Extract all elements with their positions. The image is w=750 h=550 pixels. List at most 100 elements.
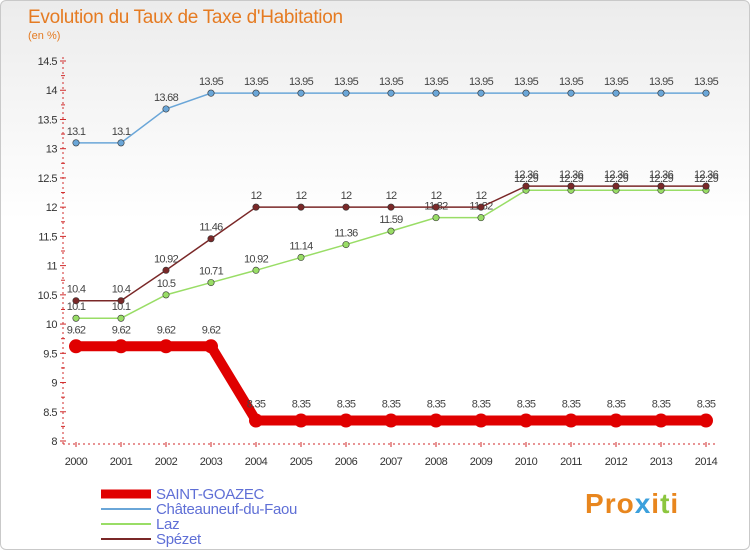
data-label: 12.29 — [604, 173, 629, 185]
data-point — [252, 203, 260, 211]
y-tick-label: 11 — [47, 261, 58, 273]
legend-label: Spézet — [156, 531, 202, 548]
data-label: 12.29 — [649, 173, 674, 185]
data-point — [114, 339, 128, 354]
x-tick-label: 2006 — [335, 456, 358, 468]
chart-title: Evolution du Taux de Taxe d'Habitation — [28, 7, 343, 28]
data-label: 12.29 — [514, 173, 539, 185]
data-point — [477, 214, 485, 222]
data-point — [432, 203, 440, 211]
data-label: 10.4 — [67, 284, 86, 296]
series-0: 9.62 9.62 9.62 9.62 8.35 8.35 8.35 8.35 8.35 8.35… — [67, 324, 717, 428]
data-point — [342, 241, 350, 249]
data-label: 10.1 — [112, 301, 131, 313]
data-label: 8.35 — [472, 399, 491, 411]
data-point — [609, 413, 623, 428]
y-tick-label: 8 — [51, 436, 57, 448]
data-label: 10.92 — [154, 253, 179, 265]
data-point — [477, 203, 485, 211]
data-point — [432, 214, 440, 222]
data-point — [339, 413, 353, 428]
data-label: 13.1 — [67, 126, 86, 138]
y-tick-label: 8.5 — [43, 407, 57, 419]
data-point — [117, 314, 125, 322]
data-label: 10.1 — [67, 301, 86, 313]
data-label: 10.5 — [157, 278, 176, 290]
y-tick-label: 10 — [46, 319, 58, 331]
data-point — [612, 182, 620, 190]
logo-letter: r — [604, 488, 617, 519]
data-label: 12 — [296, 190, 307, 202]
chart-axes: 8 8.5 9 9.5 10 10.5 11 11.5 12 12.5 13 13.5 14 14.5 20… — [38, 56, 719, 468]
data-point — [612, 89, 620, 97]
series-3: 10.4 10.4 10.92 11.46 12 12 12 12 12 12 12.36 12.36… — [67, 169, 719, 305]
y-tick-label: 9.5 — [43, 348, 57, 360]
data-point — [702, 182, 710, 190]
y-tick-label: 14.5 — [38, 56, 58, 68]
x-tick-label: 2011 — [560, 456, 582, 468]
data-point — [249, 413, 263, 428]
data-point — [252, 89, 260, 97]
data-label: 13.95 — [649, 76, 674, 88]
data-label: 12 — [251, 190, 262, 202]
data-point — [432, 89, 440, 97]
data-label: 12 — [341, 190, 352, 202]
data-point — [474, 413, 488, 428]
data-point — [297, 89, 305, 97]
y-tick-label: 13 — [46, 144, 58, 156]
y-tick-label: 13.5 — [38, 114, 58, 126]
data-label: 9.62 — [202, 324, 221, 336]
data-point — [384, 413, 398, 428]
data-label: 12 — [476, 190, 487, 202]
data-point — [519, 413, 533, 428]
x-tick-label: 2008 — [425, 456, 448, 468]
data-label: 13.95 — [559, 76, 584, 88]
logo-letter: o — [616, 488, 635, 519]
data-label: 8.35 — [382, 399, 401, 411]
data-point — [297, 203, 305, 211]
x-tick-label: 2010 — [515, 456, 538, 468]
data-point — [342, 89, 350, 97]
x-tick-label: 2014 — [695, 456, 718, 468]
data-label: 11.59 — [379, 214, 403, 226]
data-label: 10.71 — [199, 266, 224, 278]
logo-letter: x — [634, 488, 652, 519]
data-label: 13.95 — [199, 76, 224, 88]
x-tick-label: 2001 — [110, 456, 133, 468]
data-label: 8.35 — [247, 399, 266, 411]
data-label: 8.35 — [337, 399, 356, 411]
x-tick-label: 2013 — [650, 456, 673, 468]
data-label: 12.36 — [694, 169, 719, 181]
data-point — [117, 297, 125, 305]
data-label: 13.95 — [604, 76, 629, 88]
data-point — [204, 339, 218, 354]
data-point — [207, 89, 215, 97]
data-label: 9.62 — [157, 324, 176, 336]
logo-letter: t — [660, 488, 671, 519]
data-point — [69, 339, 83, 354]
data-point — [72, 314, 80, 322]
data-point — [297, 253, 305, 261]
data-point — [72, 297, 80, 305]
x-tick-label: 2000 — [65, 456, 88, 468]
data-point — [159, 339, 173, 354]
chart-subtitle: (en %) — [28, 30, 61, 42]
data-label: 13.95 — [694, 76, 719, 88]
data-point — [522, 89, 530, 97]
data-point — [702, 89, 710, 97]
data-label: 13.95 — [469, 76, 494, 88]
y-tick-label: 12.5 — [38, 173, 58, 185]
legend-label: Laz — [156, 516, 179, 533]
data-point — [654, 413, 668, 428]
data-label: 12.29 — [559, 173, 584, 185]
data-point — [699, 413, 713, 428]
x-tick-label: 2004 — [245, 456, 268, 468]
data-label: 8.35 — [562, 399, 581, 411]
data-point — [477, 89, 485, 97]
data-point — [117, 139, 125, 147]
data-label: 12 — [431, 190, 442, 202]
data-point — [567, 182, 575, 190]
data-point — [207, 235, 215, 243]
